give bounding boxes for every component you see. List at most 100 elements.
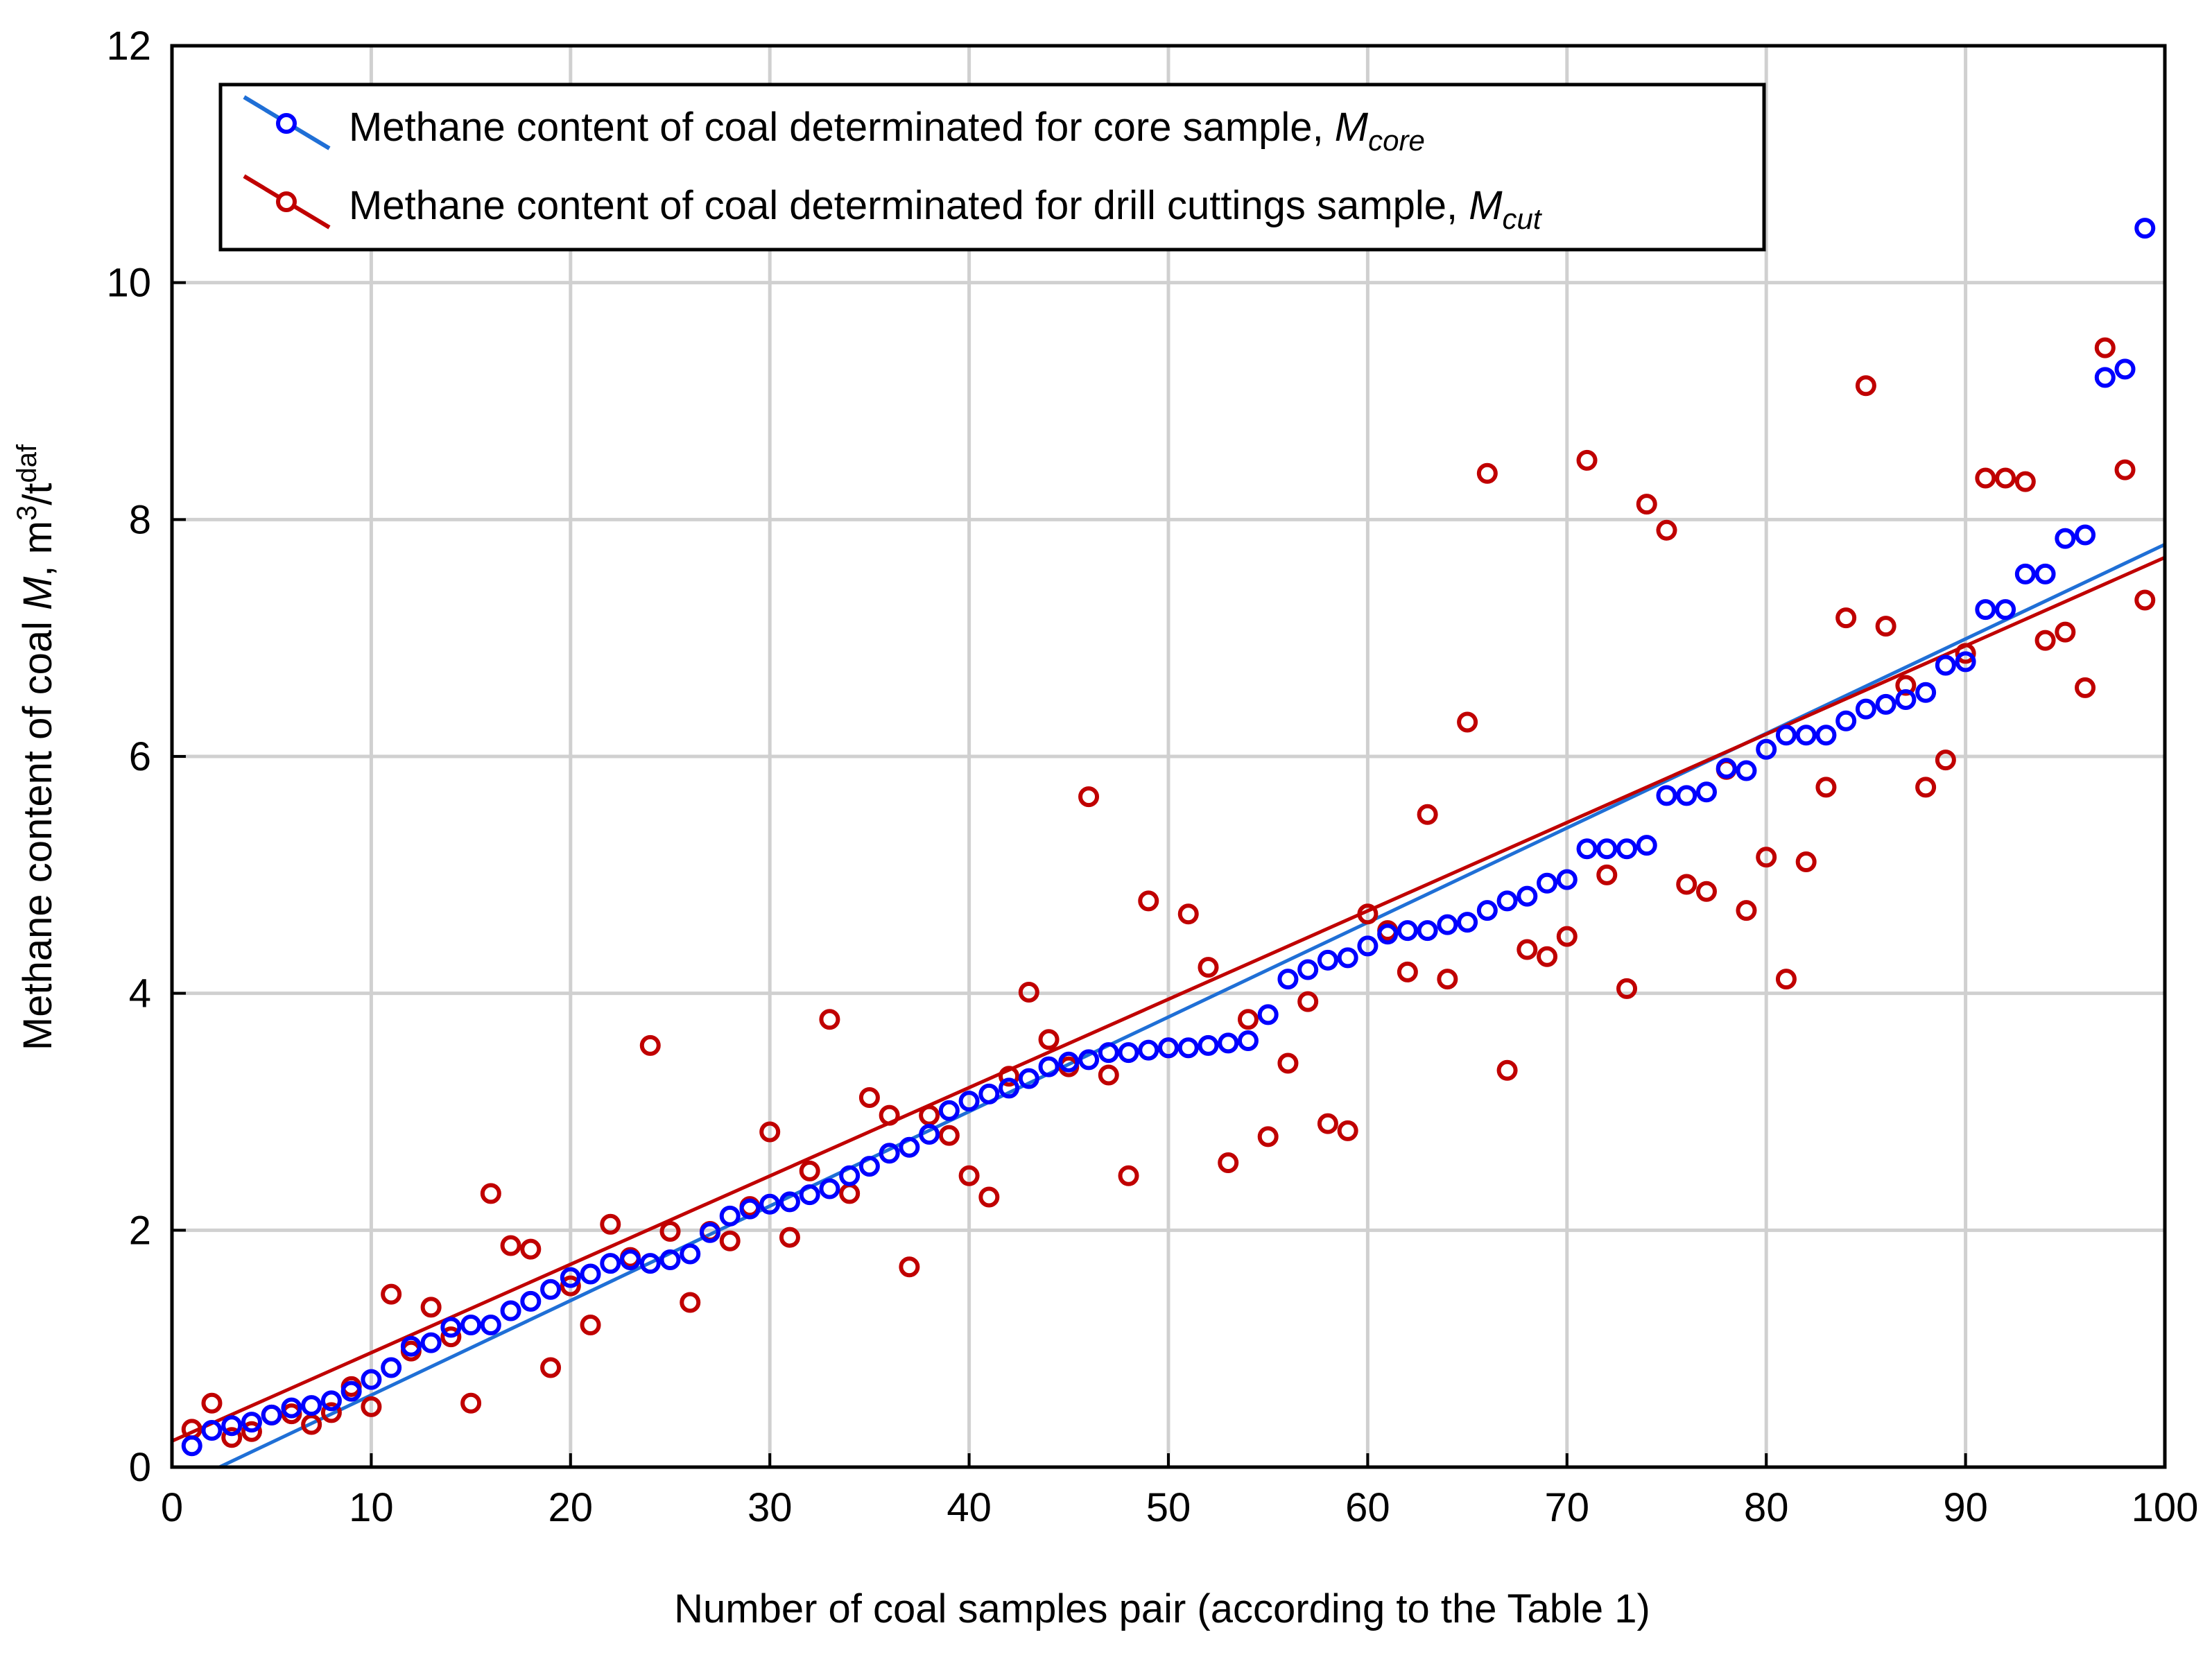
point-cuttings [241,1421,262,1442]
point-cuttings [2055,621,2076,643]
point-cuttings [1676,874,1697,895]
point-core [2075,524,2096,546]
point-core [1377,924,1399,945]
legend-box [218,83,1766,252]
point-cuttings [919,1104,940,1126]
point-core [899,1136,920,1158]
legend-core-marker [276,113,297,134]
point-cuttings [1198,957,1219,978]
point-core [2094,367,2116,388]
point-core [1736,760,1757,781]
point-core [1198,1034,1219,1056]
point-core [1616,838,1638,860]
point-core [1576,838,1598,860]
point-core [420,1332,442,1353]
point-core [580,1263,601,1285]
point-core [480,1315,501,1335]
point-cuttings [1736,900,1757,921]
point-cuttings [361,1396,382,1417]
y-tick-label: 0 [129,1445,151,1490]
point-cuttings [1616,978,1638,999]
point-cuttings [1576,449,1598,471]
point-core [1177,1037,1199,1059]
trend-lines [172,542,2165,1467]
point-core [1795,725,1817,746]
y-axis-title-slash: /t [15,483,60,505]
point-cuttings [1955,643,1976,664]
point-core [2034,563,2056,584]
point-core [1277,969,1299,990]
point-cuttings [1695,881,1717,902]
point-cuttings [719,1230,741,1251]
point-cuttings [1277,1052,1299,1074]
point-core [241,1412,262,1433]
point-cuttings [1257,1126,1279,1147]
point-core [1716,758,1737,779]
point-cuttings [1098,1064,1119,1086]
point-cuttings [958,1165,980,1186]
point-core [381,1357,402,1378]
x-tick-label: 0 [161,1485,183,1530]
legend-cut-label: Methane content of coal determinated for… [349,183,1543,235]
point-core [600,1253,621,1274]
point-cuttings [1756,847,1777,868]
point-core [739,1198,761,1220]
point-core [639,1253,661,1274]
axis-ticks: 0 10 20 30 40 50 60 70 80 90 100 0 2 4 6 8 10 12 [106,24,2198,1530]
x-tick-label: 100 [2132,1485,2199,1530]
point-cuttings [1437,969,1458,990]
point-core [301,1395,322,1416]
point-cuttings [301,1414,322,1435]
x-tick-label: 30 [748,1485,793,1530]
point-core [1058,1051,1080,1073]
point-core [1138,1039,1159,1061]
point-cuttings [1457,711,1478,733]
point-cuttings [2094,337,2116,358]
legend-cut-var: M [1469,183,1503,228]
point-core [1078,1049,1100,1071]
point-core [1855,698,1876,720]
point-core [1895,689,1917,710]
point-core [440,1317,462,1338]
x-tick-label: 70 [1545,1485,1590,1530]
point-cuttings [440,1326,462,1348]
point-core [320,1390,342,1412]
y-tick-label: 2 [129,1208,151,1253]
x-axis-title: Number of coal samples pair (according t… [674,1586,1650,1631]
point-cuttings [858,1087,880,1108]
y-axis-title-sup2: daf [12,444,42,483]
point-core [400,1335,422,1357]
point-core [1955,651,1976,673]
point-core [1656,785,1677,806]
point-core [261,1404,282,1426]
point-core [919,1123,940,1145]
point-core [1317,949,1338,971]
y-axis-title-main: Methane content of coal [15,610,60,1050]
point-core [1915,682,1937,703]
point-core [659,1249,681,1271]
point-core [540,1279,562,1300]
point-core [1935,655,1956,676]
point-core [2055,528,2076,549]
point-cuttings [1018,981,1039,1003]
y-tick-label: 10 [106,261,151,306]
point-cuttings [1476,462,1498,484]
legend-core-label: Methane content of coal determinated for… [349,105,1425,157]
x-tick-label: 90 [1943,1485,1988,1530]
point-cuttings [460,1392,482,1414]
point-cuttings [1357,903,1379,925]
point-core [2014,563,2036,584]
point-core [500,1300,521,1322]
point-core [1815,725,1837,746]
point-core [1556,869,1578,890]
point-cuttings [2014,471,2036,492]
point-core [978,1083,1000,1104]
point-cuttings [600,1213,621,1235]
point-cuttings [879,1104,900,1126]
point-cuttings [580,1315,601,1335]
legend-cut-sub: cut [1503,202,1543,235]
legend-cut-marker [276,191,297,212]
point-core [2114,358,2136,380]
point-core [460,1315,482,1335]
point-core [1496,890,1518,912]
